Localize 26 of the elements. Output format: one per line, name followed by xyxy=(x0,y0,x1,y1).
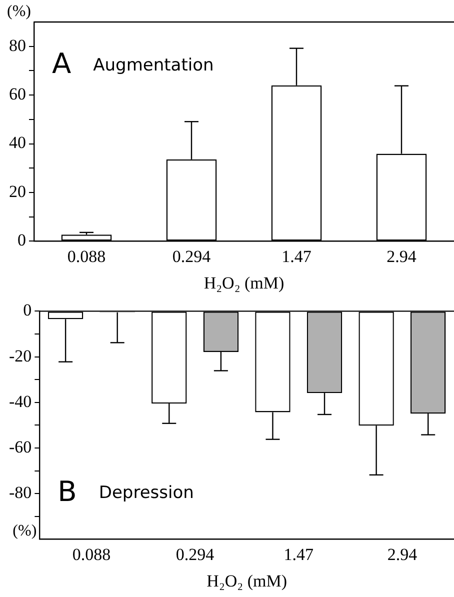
y-tick-label: -20 xyxy=(8,346,32,366)
annotation: Augmentation xyxy=(93,55,214,76)
y-tick-label: 0 xyxy=(23,300,32,320)
x-tick-label: 0.088 xyxy=(72,544,111,564)
y-axis-title: (%) xyxy=(7,3,31,20)
annotation: Depression xyxy=(98,483,194,504)
x-axis-title: H₂O₂ (mM) xyxy=(204,273,284,292)
y-tick-label: 60 xyxy=(9,84,26,104)
x-tick-label: 0.088 xyxy=(67,246,106,266)
x-tick-label: 0.294 xyxy=(172,246,212,266)
x-tick-label: 2.94 xyxy=(386,246,417,266)
y-tick-label: 80 xyxy=(9,36,26,55)
y-axis-title: (%) xyxy=(12,522,37,540)
y-tick-label: -80 xyxy=(8,483,32,502)
x-tick-label: 1.47 xyxy=(284,544,314,564)
y-tick-label: -40 xyxy=(8,392,32,411)
y-tick-label: 20 xyxy=(9,182,26,201)
x-axis-title: H₂O₂ (mM) xyxy=(206,571,287,590)
annotation: B xyxy=(58,474,77,508)
y-tick-label: 0 xyxy=(18,230,26,250)
x-tick-label: 1.47 xyxy=(282,246,312,266)
x-tick-label: 0.294 xyxy=(176,544,215,564)
y-tick-label: -60 xyxy=(8,437,32,456)
y-tick-label: 40 xyxy=(9,133,26,152)
x-tick-label: 2.94 xyxy=(387,544,418,564)
annotation: A xyxy=(52,47,72,80)
